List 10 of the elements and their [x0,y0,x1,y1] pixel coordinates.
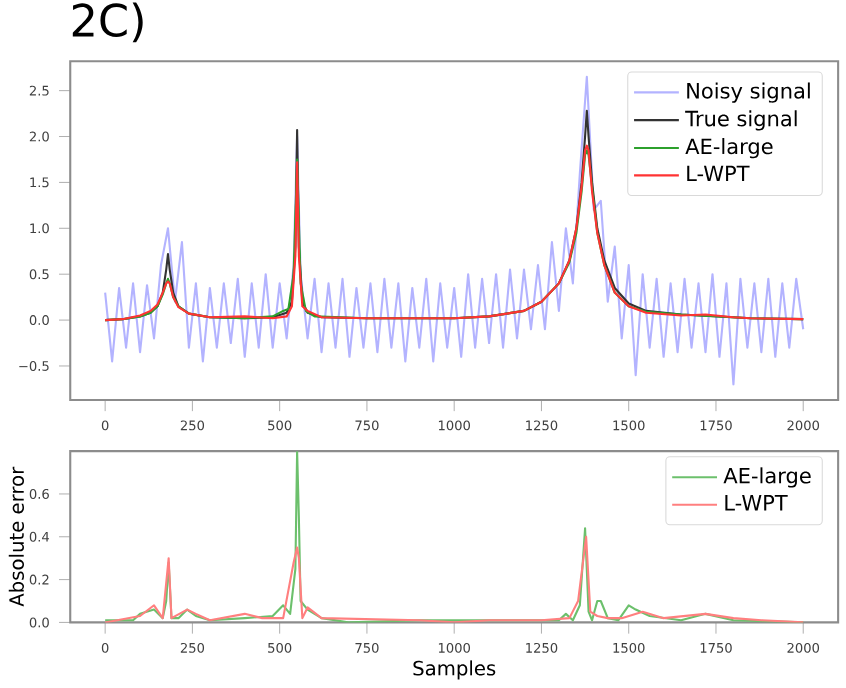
legend-label: Noisy signal [687,82,810,103]
legend-label: True signal [685,110,797,131]
line-series [104,535,805,623]
y-axis-title: Absolute error [8,466,24,607]
x-axis-title: Samples [413,660,496,680]
legend-label: L-WPT [725,495,788,511]
legend-label: AE-large [685,137,773,159]
legend-label: AE-large [723,467,811,488]
chart-title: 2C) [72,2,143,43]
legend-label: L-WPT [687,165,750,182]
